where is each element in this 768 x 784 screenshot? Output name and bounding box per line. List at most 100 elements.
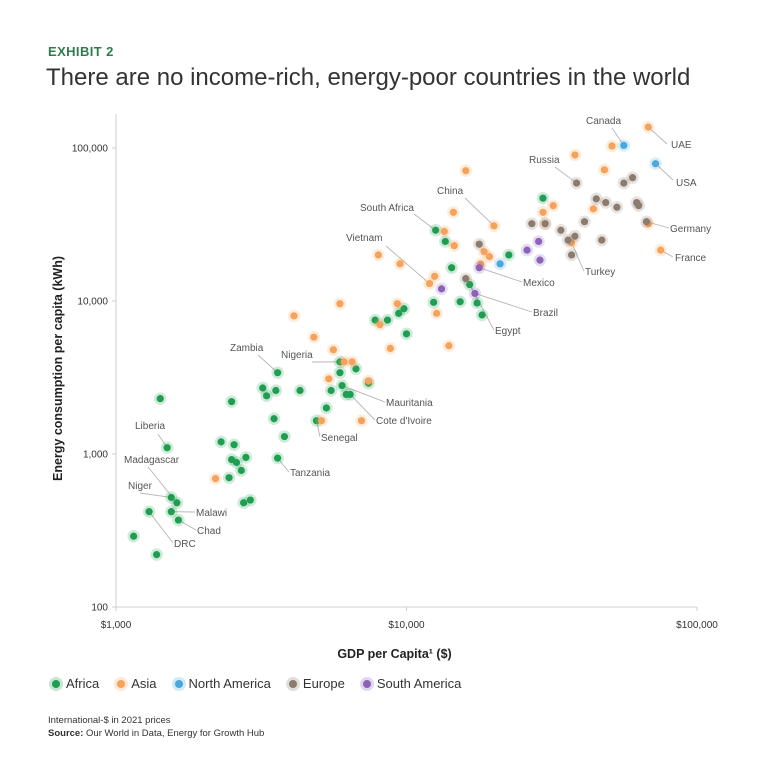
- y-tick-label: 100: [91, 603, 108, 614]
- asia-point: [480, 248, 488, 256]
- asia-point: [325, 375, 333, 383]
- africa-point: [346, 390, 354, 399]
- africa-point: [430, 298, 438, 306]
- country-label: Malawi: [196, 508, 227, 519]
- asia-point: [431, 272, 439, 280]
- note-text: International-$ in 2021 prices: [48, 715, 171, 726]
- asia-point: [485, 253, 494, 261]
- source-text: Our World in Data, Energy for Growth Hub: [86, 728, 265, 739]
- legend-item: North America: [174, 676, 271, 691]
- country-label: Turkey: [585, 267, 615, 278]
- africa-point: [312, 417, 321, 425]
- asia-point: [357, 417, 366, 425]
- europe-point: [567, 251, 576, 259]
- africa-point: [478, 311, 486, 319]
- asia-point: [608, 142, 616, 150]
- africa-point: [432, 226, 440, 234]
- legend-label: North America: [188, 676, 271, 691]
- asia-point: [539, 208, 547, 216]
- africa-point: [336, 369, 344, 377]
- legend-item: Africa: [52, 676, 99, 691]
- asia-point: [549, 202, 557, 210]
- south-america-point: [535, 237, 543, 246]
- asia-point: [571, 151, 579, 159]
- asia-point: [393, 300, 401, 308]
- legend-swatch: [174, 679, 183, 688]
- legend-label: Africa: [66, 676, 100, 691]
- leader-line: [139, 492, 172, 498]
- country-label: Tanzania: [290, 468, 330, 479]
- country-label: France: [675, 253, 707, 264]
- south-america-point: [523, 246, 531, 254]
- country-label: Niger: [128, 481, 153, 492]
- asia-point: [600, 166, 609, 174]
- leader-line: [349, 394, 376, 421]
- asia-point: [211, 475, 220, 483]
- leader-line: [571, 242, 585, 272]
- legend-swatch: [288, 679, 297, 688]
- leader-line: [257, 354, 278, 374]
- country-label: Mauritania: [386, 398, 433, 409]
- asia-point: [445, 342, 453, 350]
- asia-point: [386, 344, 394, 352]
- africa-point: [240, 499, 248, 507]
- africa-point: [322, 404, 331, 412]
- africa-point: [237, 466, 245, 475]
- africa-point: [448, 264, 456, 272]
- africa-point: [259, 384, 267, 392]
- country-label: South Africa: [360, 203, 414, 214]
- europe-point: [475, 240, 483, 248]
- legend-label: Europe: [302, 676, 345, 691]
- country-label: Mexico: [523, 278, 555, 289]
- south-america-point: [471, 289, 479, 298]
- africa-point: [225, 474, 233, 482]
- asia-point: [589, 205, 598, 213]
- europe-point: [635, 202, 643, 210]
- asia-point: [449, 208, 457, 216]
- leader-line: [479, 267, 523, 283]
- africa-point: [228, 398, 236, 406]
- africa-point: [263, 392, 271, 400]
- africa-point: [327, 386, 335, 395]
- asia-point: [657, 246, 665, 254]
- asia-point: [374, 251, 382, 259]
- leader-line: [341, 385, 386, 403]
- y-tick-label: 1,000: [83, 450, 108, 461]
- europe-point: [628, 174, 637, 182]
- leader-line: [464, 197, 495, 227]
- africa-point: [130, 532, 138, 540]
- x-tick-label: $10,000: [388, 620, 425, 631]
- south-america-point: [536, 256, 544, 264]
- country-label: Brazil: [533, 308, 558, 319]
- legend-item: Asia: [117, 676, 157, 691]
- europe-point: [462, 275, 470, 283]
- africa-point: [280, 432, 289, 441]
- legend: Africa Asia North America Europe South Ameri…: [52, 676, 461, 691]
- asia-point: [396, 260, 404, 268]
- legend-label: Asia: [131, 676, 157, 691]
- country-label: Nigeria: [281, 350, 313, 361]
- asia-point: [440, 227, 448, 236]
- europe-point: [592, 195, 600, 203]
- asia-point: [644, 123, 652, 131]
- country-label: Egypt: [495, 326, 521, 337]
- europe-point: [598, 236, 606, 244]
- africa-point: [383, 316, 392, 324]
- north-america-point: [496, 260, 504, 268]
- africa-point: [402, 330, 411, 338]
- south-america-point: [475, 264, 483, 272]
- country-label: Russia: [529, 155, 560, 166]
- africa-point: [505, 251, 513, 259]
- asia-point: [336, 300, 344, 308]
- europe-point: [557, 226, 565, 234]
- africa-point: [296, 386, 304, 395]
- africa-point: [371, 316, 379, 324]
- africa-point: [173, 499, 181, 507]
- country-label: Senegal: [321, 433, 358, 444]
- africa-point: [274, 369, 282, 377]
- leader-line: [554, 166, 577, 184]
- europe-point: [528, 220, 536, 228]
- country-label: Chad: [197, 526, 221, 537]
- source-label: Source:: [48, 728, 84, 739]
